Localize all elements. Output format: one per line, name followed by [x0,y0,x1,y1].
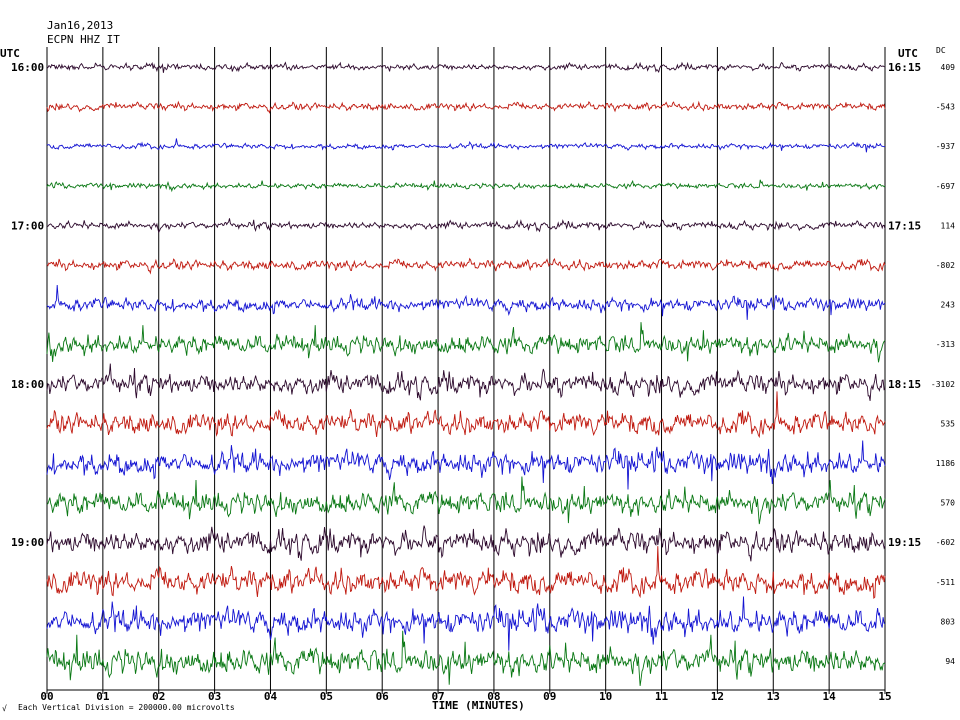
row-end-time: 18:15 [888,378,921,391]
x-tick-label: 00 [40,690,53,703]
trace-row-8 [46,363,886,401]
trace-row-5 [46,257,886,275]
x-tick-label: 04 [264,690,278,703]
trace-row-2 [46,138,886,153]
x-tick-label: 12 [711,690,724,703]
trace-row-4 [46,218,886,234]
x-tick-label: 06 [376,690,390,703]
x-tick-label: 02 [152,690,165,703]
row-labels: 16:00 16:15 409 -543 -937 -697 17:00 17:15 114 -8… [11,61,955,666]
row-dc-offset: -697 [936,182,955,191]
corner-mark: √ [2,704,7,713]
trace-row-11 [46,476,886,525]
row-end-time: 17:15 [888,219,921,232]
trace-row-3 [46,179,886,193]
minute-gridlines [46,47,886,691]
row-dc-offset: -511 [936,578,955,587]
row-dc-offset: -313 [936,340,955,349]
row-dc-offset: -802 [936,261,955,270]
row-start-time: 16:00 [11,61,44,74]
row-start-time: 18:00 [11,378,44,391]
trace-row-0 [46,61,886,73]
scale-note: Each Vertical Division = 200000.00 micro… [18,703,235,712]
x-axis-title: TIME (MINUTES) [432,699,525,712]
trace-row-12 [46,525,886,562]
x-tick-label: 07 [431,690,444,703]
x-tick-label: 15 [878,690,891,703]
row-start-time: 19:00 [11,536,44,549]
station-code: ECPN HHZ IT [47,33,120,46]
x-tick-label: 01 [96,690,110,703]
trace-row-10 [46,440,886,490]
seismic-traces [46,61,886,686]
x-tick-label: 14 [823,690,837,703]
dc-header: DC [936,46,946,55]
chart-date: Jan16,2013 [47,19,113,32]
x-tick-label: 08 [487,690,500,703]
row-end-time: 19:15 [888,536,921,549]
right-axis-label: UTC [898,47,918,60]
row-dc-offset: 114 [941,221,956,230]
x-axis-ticks: 00 01 02 03 04 05 06 07 08 09 10 11 12 13 14 15 [40,690,892,703]
trace-row-15 [46,630,886,686]
x-tick-label: 03 [208,690,221,703]
x-tick-label: 05 [320,690,333,703]
row-dc-offset: 1186 [936,459,955,468]
row-end-time: 16:15 [888,61,921,74]
trace-row-14 [46,596,886,651]
row-dc-offset: 243 [941,301,956,310]
row-dc-offset: 94 [945,657,955,666]
row-dc-offset: 409 [941,63,956,72]
x-tick-label: 10 [599,690,612,703]
row-dc-offset: -543 [936,103,955,112]
trace-row-9 [46,391,886,439]
row-dc-offset: 535 [941,419,956,428]
x-tick-label: 13 [767,690,780,703]
row-dc-offset: -602 [936,538,955,547]
trace-row-1 [46,100,886,114]
row-dc-offset: -937 [936,142,955,151]
x-tick-label: 09 [543,690,556,703]
row-dc-offset: 570 [941,499,956,508]
trace-row-7 [46,322,886,363]
left-axis-label: UTC [0,47,20,60]
trace-row-6 [46,284,886,320]
row-dc-offset: -3102 [931,380,955,389]
x-tick-label: 11 [655,690,669,703]
trace-row-13 [46,546,886,600]
row-dc-offset: 803 [941,617,956,626]
row-start-time: 17:00 [11,219,44,232]
